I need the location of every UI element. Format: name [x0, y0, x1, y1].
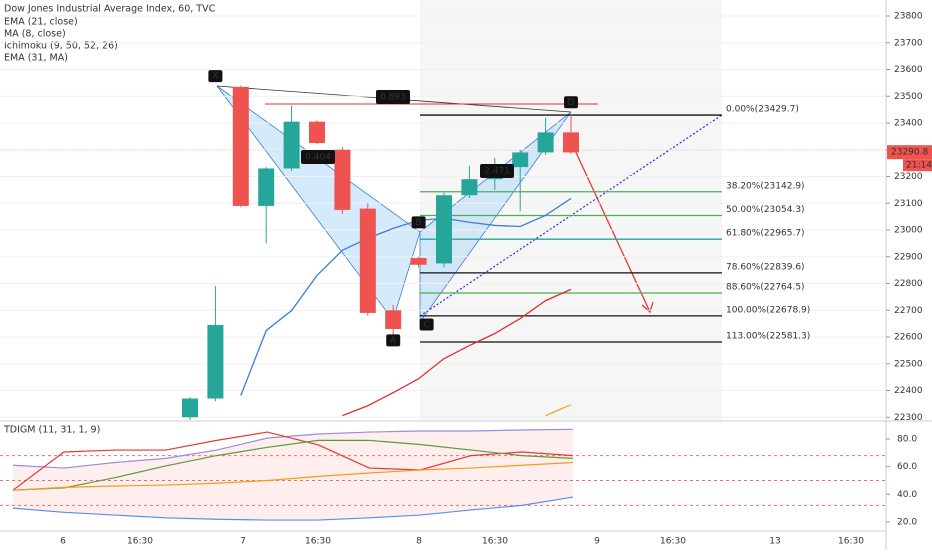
y-tick-label: 22300: [894, 413, 923, 423]
ratio-label: 2.471: [484, 167, 510, 177]
ratio-box: [301, 150, 335, 164]
fib-label: 0.00%(23429.7): [726, 105, 799, 115]
fib-label: 88.60%(22764.5): [726, 282, 805, 292]
y-tick-label: 23600: [894, 65, 923, 75]
indicator-line: [545, 404, 572, 417]
y-tick-label: 23400: [894, 119, 923, 129]
x-tick-label: 16:30: [305, 537, 331, 547]
indicator-line: [342, 288, 572, 417]
pattern-point-box: [208, 70, 223, 83]
x-tick-label: 13: [769, 537, 780, 547]
x-tick-label: 8: [416, 537, 422, 547]
osc-line: [12, 496, 573, 521]
ratio-label: 0.404: [305, 153, 331, 163]
fib-label: 61.80%(22965.7): [726, 229, 805, 239]
oscillator-title: TDIGM (11, 31, 1, 9): [3, 425, 100, 436]
y-tick-label: 22900: [894, 252, 923, 262]
y-tick-label: 22600: [894, 333, 923, 343]
osc-line: [12, 461, 573, 491]
y-tick-label: 23200: [894, 172, 923, 182]
osc-tick-label: 60.0: [897, 462, 917, 472]
x-tick-label: 7: [240, 537, 246, 547]
osc-line: [12, 439, 573, 491]
candle-body: [258, 168, 275, 206]
y-tick-label: 22700: [894, 306, 923, 316]
countdown-box: [903, 159, 932, 172]
ratio-box: [376, 90, 410, 104]
indicator-legend: MA (8, close): [4, 29, 66, 40]
pattern-point-label: D: [568, 98, 575, 108]
y-tick-label: 23500: [894, 92, 923, 102]
fib-label: 100.00%(22678.9): [726, 305, 810, 315]
osc-tick-label: 80.0: [897, 435, 917, 445]
candle-body: [537, 132, 554, 153]
pattern-point-box: [564, 96, 578, 109]
chart-title: Dow Jones Industrial Average Index, 60, …: [4, 4, 216, 15]
fib-label: 50.00%(23054.3): [726, 205, 805, 215]
y-tick-label: 23800: [894, 12, 923, 22]
osc-tick-label: 40.0: [897, 490, 917, 500]
x-tick-label: 16:30: [660, 537, 686, 547]
pattern-point-label: A: [390, 336, 397, 346]
candle-body: [207, 324, 224, 399]
y-tick-label: 22800: [894, 279, 923, 289]
y-tick-label: 22400: [894, 386, 923, 396]
fib-label: 113.00%(22581.3): [726, 332, 810, 342]
x-tick-label: 16:30: [838, 537, 864, 547]
candle-body: [309, 121, 325, 144]
pattern-point-label: B: [416, 218, 422, 228]
pattern-point-box: [411, 216, 426, 229]
candle-body: [512, 152, 529, 168]
osc-line: [12, 428, 573, 469]
y-tick-label: 23700: [894, 38, 923, 48]
y-tick-label: 22500: [894, 359, 923, 369]
candle-body: [283, 121, 300, 169]
candle-body: [410, 258, 427, 265]
osc-band: [13, 429, 573, 521]
candle-body: [334, 149, 351, 210]
pattern-point-box: [419, 318, 434, 331]
x-tick-label: 16:30: [482, 537, 508, 547]
x-tick-label: 6: [60, 537, 66, 547]
indicator-legend: EMA (31, MA): [4, 53, 68, 64]
pattern-point-label: X: [212, 72, 218, 82]
countdown-label: 21:14: [906, 161, 932, 171]
indicator-legend: Ichimoku (9, 50, 52, 26): [4, 41, 118, 52]
y-tick-label: 23100: [894, 199, 923, 209]
candle-body: [232, 86, 249, 206]
candle-body: [182, 398, 198, 418]
candle-body: [436, 195, 452, 264]
fib-label: 78.60%(22839.6): [726, 262, 805, 272]
last-price-label: 23290.8: [891, 148, 928, 158]
x-tick-label: 16:30: [127, 537, 153, 547]
forecast-arrow: [572, 145, 654, 314]
x-tick-label: 9: [594, 537, 600, 547]
ratio-label: 0.893: [380, 93, 406, 103]
pattern-point-label: C: [423, 320, 429, 330]
pattern-point-box: [386, 334, 401, 347]
osc-tick-label: 20.0: [897, 517, 917, 527]
candle-body: [385, 310, 402, 329]
y-tick-label: 23000: [894, 226, 923, 236]
last-price-box: [887, 145, 932, 160]
candle-body: [563, 132, 579, 153]
fib-label: 38.20%(23142.9): [726, 181, 805, 191]
candle-body: [359, 208, 376, 313]
osc-line: [12, 431, 573, 491]
ratio-box: [480, 164, 514, 178]
indicator-line: [240, 197, 572, 396]
candle-body: [461, 179, 478, 196]
indicator-legend: EMA (21, close): [4, 17, 78, 28]
